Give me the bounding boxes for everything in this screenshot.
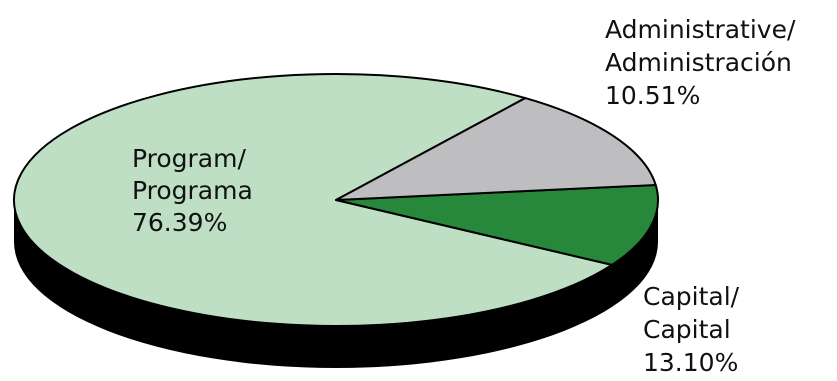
label-program: Program/ Programa 76.39% xyxy=(132,144,261,237)
pie-slice-program xyxy=(13,73,614,327)
label-program-line-2: Programa xyxy=(132,176,253,205)
pie-slice-administrative xyxy=(335,183,659,266)
label-capital-line-2: Capital xyxy=(643,315,731,344)
label-capital-value: 13.10% xyxy=(643,348,738,377)
label-administrative-line-2: Administración xyxy=(605,48,792,77)
pie-slice-capital xyxy=(335,97,657,201)
label-capital-line-1: Capital/ xyxy=(643,282,740,311)
label-administrative: Administrative/ Administración 10.51% xyxy=(605,15,803,110)
label-capital: Capital/ Capital 13.10% xyxy=(643,282,747,377)
label-program-line-1: Program/ xyxy=(132,144,246,173)
label-administrative-line-1: Administrative/ xyxy=(605,15,796,44)
label-administrative-value: 10.51% xyxy=(605,81,700,110)
label-program-value: 76.39% xyxy=(132,208,227,237)
pie-slices xyxy=(13,73,659,327)
